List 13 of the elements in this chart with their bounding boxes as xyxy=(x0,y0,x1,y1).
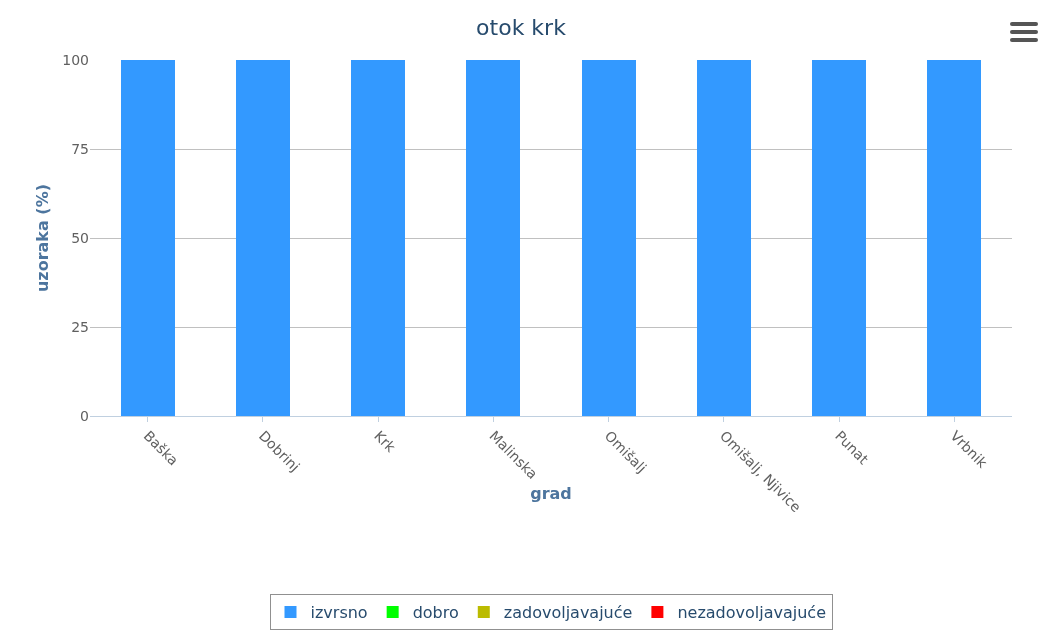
y-tick-label: 50 xyxy=(71,229,89,246)
legend-label: nezadovoljavajuće xyxy=(677,603,826,623)
chart-title: otok krk xyxy=(476,14,567,40)
y-tick-label: 75 xyxy=(71,140,89,157)
legend-label: zadovoljavajuće xyxy=(503,603,633,623)
legend-label: izvrsno xyxy=(310,603,368,623)
y-axis-title: uzoraka (%) xyxy=(33,183,52,293)
x-axis-title: grad xyxy=(530,484,572,504)
y-tick-label: 0 xyxy=(80,407,89,424)
y-tick-label: 25 xyxy=(71,318,89,335)
x-tick-label: Krk xyxy=(371,427,400,456)
legend-label: dobro xyxy=(412,603,459,623)
y-tick-label: 100 xyxy=(62,51,89,68)
